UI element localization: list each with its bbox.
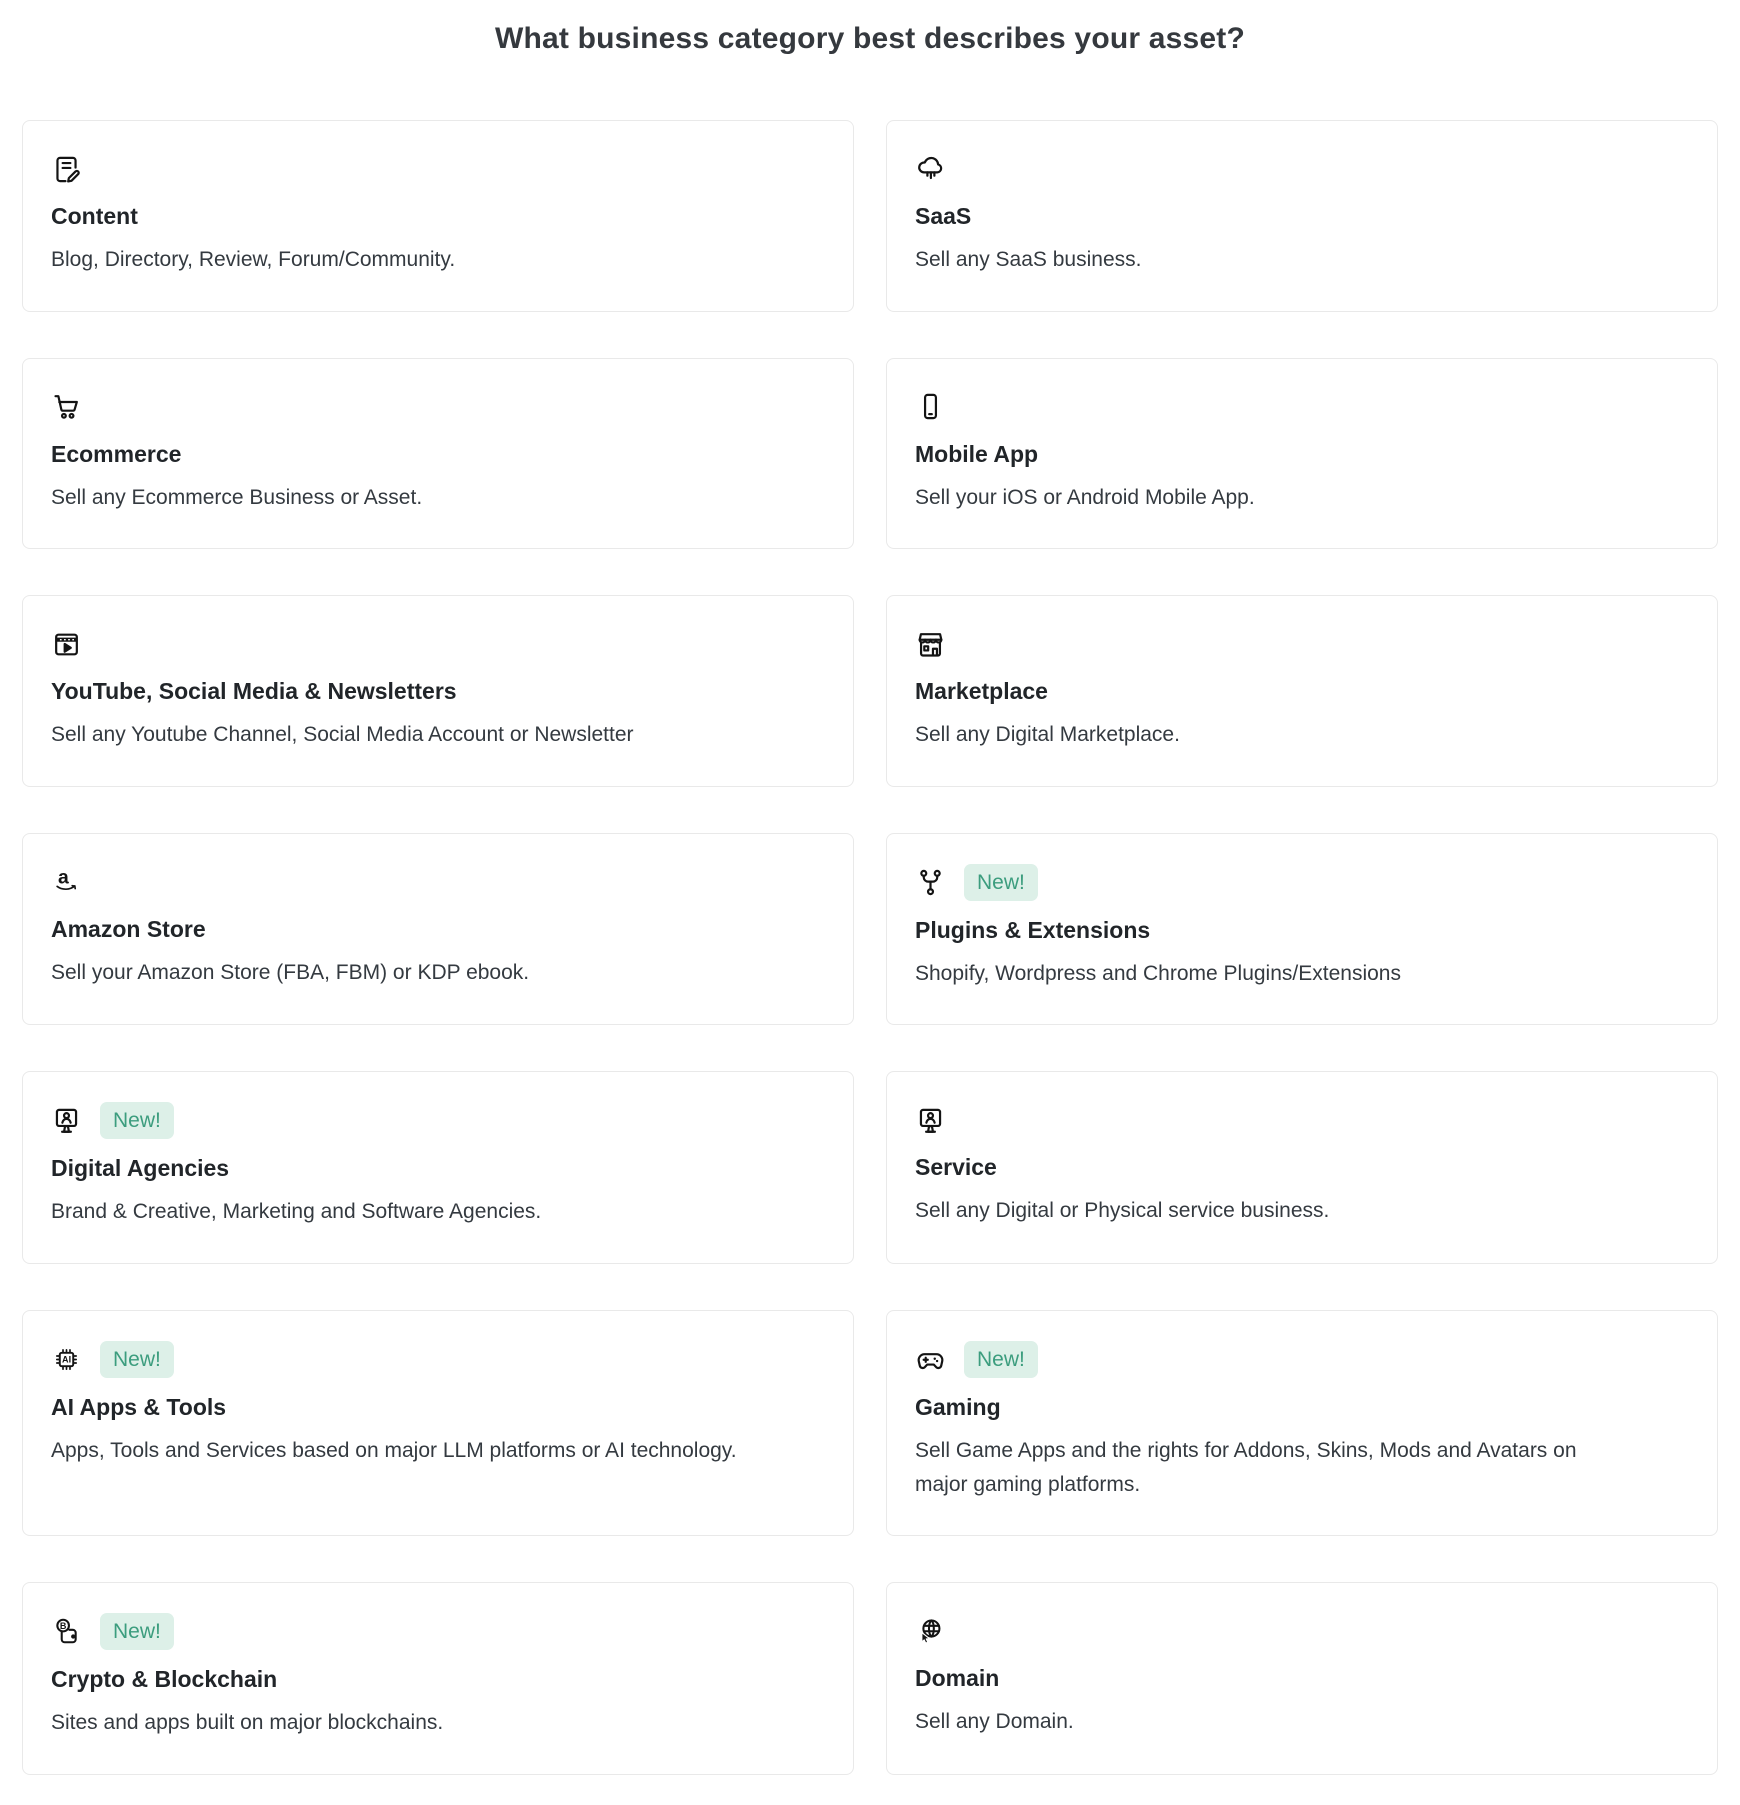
category-title: Content [51, 203, 138, 229]
video-channel-icon [51, 629, 82, 660]
new-badge: New! [100, 1340, 174, 1378]
category-card-service[interactable]: Service Sell any Digital or Physical ser… [886, 1071, 1718, 1264]
mobile-app-icon [915, 391, 946, 422]
category-card-youtube-social-media-newsletters[interactable]: YouTube, Social Media & Newsletters Sell… [22, 595, 854, 787]
category-card-content[interactable]: Content Blog, Directory, Review, Forum/C… [22, 120, 854, 312]
category-description: Blog, Directory, Review, Forum/Community… [51, 248, 456, 271]
card-header [915, 389, 1689, 425]
gamepad-icon [915, 1344, 946, 1375]
category-description: Sell any Digital Marketplace. [915, 723, 1180, 747]
new-badge: New! [100, 1613, 174, 1651]
storefront-icon [915, 629, 946, 660]
category-description: Sell any Youtube Channel, Social Media A… [51, 723, 634, 747]
category-title: Domain [915, 1665, 1000, 1692]
category-card-crypto-blockchain[interactable]: New! Crypto & Blockchain Sites and apps … [22, 1582, 854, 1775]
category-card-mobile-app[interactable]: Mobile App Sell your iOS or Android Mobi… [886, 357, 1718, 550]
category-title: Plugins & Extensions [915, 916, 1151, 943]
category-description: Sell Game Apps and the rights for Addons… [915, 1438, 1577, 1496]
category-description: Apps, Tools and Services based on major … [51, 1438, 737, 1462]
card-header: New! [51, 1340, 825, 1378]
plugin-fork-icon [915, 867, 946, 898]
category-card-plugins-extensions[interactable]: New! Plugins & Extensions Shopify, Wordp… [886, 832, 1718, 1026]
card-header: New! [915, 863, 1689, 901]
amazon-icon [51, 866, 82, 897]
category-description: Sell any Domain. [915, 1710, 1074, 1734]
card-header: New! [51, 1613, 825, 1651]
category-card-saas[interactable]: SaaS Sell any SaaS business. [886, 120, 1718, 312]
new-badge: New! [100, 1102, 174, 1140]
category-title: Ecommerce [51, 440, 182, 467]
category-description: Sites and apps built on major blockchain… [51, 1711, 444, 1735]
ecommerce-cart-icon [51, 391, 82, 422]
card-header [51, 626, 825, 662]
category-card-gaming[interactable]: New! Gaming Sell Game Apps and the right… [886, 1309, 1718, 1537]
category-title: Crypto & Blockchain [51, 1666, 278, 1693]
card-header [51, 864, 825, 900]
ai-chip-icon [51, 1344, 82, 1375]
category-card-marketplace[interactable]: Marketplace Sell any Digital Marketplace… [886, 595, 1718, 787]
domain-globe-pointer-icon [915, 1616, 946, 1647]
category-title: Service [915, 1154, 997, 1181]
card-header [915, 626, 1689, 662]
new-badge: New! [964, 863, 1038, 901]
crypto-coin-wallet-icon [51, 1616, 82, 1647]
category-card-digital-agencies[interactable]: New! Digital Agencies Brand & Creative, … [22, 1071, 854, 1264]
category-description: Sell any Ecommerce Business or Asset. [51, 485, 423, 509]
category-description: Sell any SaaS business. [915, 248, 1142, 271]
card-header [915, 1102, 1689, 1138]
category-card-domain[interactable]: Domain Sell any Domain. [886, 1582, 1718, 1775]
category-card-amazon-store[interactable]: Amazon Store Sell your Amazon Store (FBA… [22, 832, 854, 1026]
card-header [51, 389, 825, 425]
category-title: AI Apps & Tools [51, 1393, 227, 1420]
category-title: Digital Agencies [51, 1155, 230, 1182]
category-title: YouTube, Social Media & Newsletters [51, 678, 457, 705]
category-card-ecommerce[interactable]: Ecommerce Sell any Ecommerce Business or… [22, 357, 854, 550]
new-badge: New! [964, 1340, 1038, 1378]
card-header: New! [915, 1340, 1689, 1378]
category-title: Gaming [915, 1393, 1001, 1420]
service-monitor-user-icon [915, 1105, 946, 1136]
content-document-icon [51, 154, 82, 185]
category-title: Amazon Store [51, 915, 206, 942]
category-description: Sell your iOS or Android Mobile App. [915, 485, 1255, 509]
card-header [51, 151, 825, 187]
category-title: Mobile App [915, 440, 1039, 467]
category-grid: Content Blog, Directory, Review, Forum/C… [22, 120, 1718, 1775]
card-header [915, 1613, 1689, 1649]
category-card-ai-apps-tools[interactable]: New! AI Apps & Tools Apps, Tools and Ser… [22, 1309, 854, 1537]
page-title: What business category best describes yo… [494, 22, 1246, 55]
category-title: Marketplace [915, 678, 1048, 705]
card-header: New! [51, 1102, 825, 1140]
saas-cloud-icon [915, 154, 946, 185]
category-description: Brand & Creative, Marketing and Software… [51, 1200, 542, 1224]
card-header [915, 151, 1689, 187]
category-title: SaaS [915, 203, 972, 229]
category-description: Shopify, Wordpress and Chrome Plugins/Ex… [915, 961, 1401, 985]
agency-monitor-user-icon [51, 1105, 82, 1136]
category-description: Sell any Digital or Physical service bus… [915, 1199, 1330, 1223]
category-description: Sell your Amazon Store (FBA, FBM) or KDP… [51, 960, 530, 984]
